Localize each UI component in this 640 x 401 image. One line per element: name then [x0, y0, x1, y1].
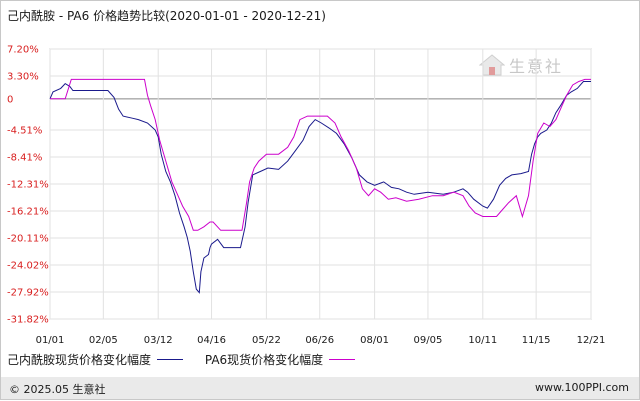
y-tick-label: 0	[7, 94, 13, 105]
x-tick-label: 09/05	[414, 335, 443, 346]
x-tick-label: 01/01	[36, 335, 65, 346]
x-tick-label: 11/15	[522, 335, 551, 346]
series-layer	[49, 78, 591, 294]
x-axis-ticks: 01/01 02/05 03/12 04/16 05/22 06/26 08/01 09/05…	[36, 335, 606, 346]
x-tick-label: 02/05	[89, 335, 118, 346]
x-tick-label: 03/12	[144, 335, 173, 346]
x-tick-label: 06/26	[305, 335, 334, 346]
footer-site-link[interactable]: www.100PPI.com	[535, 381, 629, 394]
legend-swatch-series-1	[157, 359, 184, 360]
x-tick-label: 05/22	[252, 335, 281, 346]
chart-title: 己内酰胺 - PA6 价格趋势比较(2020-01-01 - 2020-12-2…	[7, 9, 326, 23]
y-tick-label: -24.02%	[7, 261, 49, 272]
y-tick-label: 7.20%	[7, 45, 39, 56]
y-axis-ticks: 7.20% 3.30% 0 -4.51% -8.41% -12.31% -16.21% -20…	[7, 45, 49, 326]
y-tick-label: -27.92%	[7, 288, 49, 299]
footer-copyright: © 2025.05 生意社	[9, 383, 106, 396]
legend-item-series-1: 己内酰胺现货价格变化幅度	[7, 351, 184, 368]
legend-swatch-series-2	[329, 359, 356, 360]
y-tick-label: 3.30%	[7, 71, 39, 82]
legend-label-series-1: 己内酰胺现货价格变化幅度	[7, 353, 152, 367]
y-tick-label: -12.31%	[7, 180, 49, 191]
legend: 己内酰胺现货价格变化幅度 PA6现货价格变化幅度	[7, 351, 373, 368]
house-logo-icon	[479, 54, 505, 76]
grid-layer	[49, 48, 592, 320]
legend-label-series-2: PA6现货价格变化幅度	[204, 353, 324, 367]
y-tick-label: -20.11%	[7, 233, 49, 244]
x-tick-label: 04/16	[197, 335, 226, 346]
series-line-2	[50, 78, 591, 231]
watermark-text: 生意社	[509, 57, 564, 76]
y-tick-label: -31.82%	[7, 315, 49, 326]
legend-item-series-2: PA6现货价格变化幅度	[204, 351, 356, 368]
x-tick-label: 12/21	[577, 335, 606, 346]
series-line-1	[49, 81, 591, 294]
y-tick-label: -16.21%	[7, 206, 49, 217]
watermark: 生意社	[479, 53, 563, 77]
y-tick-label: -8.41%	[7, 153, 42, 164]
y-tick-label: -4.51%	[7, 126, 42, 137]
footer-bar: © 2025.05 生意社 www.100PPI.com	[1, 377, 639, 399]
x-tick-label: 10/11	[468, 335, 497, 346]
x-tick-label: 08/01	[360, 335, 389, 346]
